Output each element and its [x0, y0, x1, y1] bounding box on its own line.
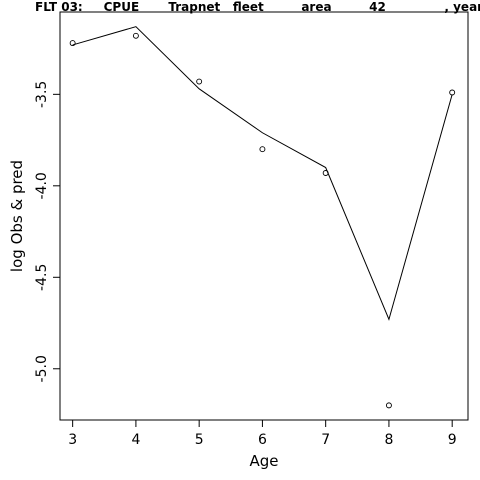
x-tick-label: 5: [195, 432, 204, 448]
observed-point: [449, 89, 456, 96]
observed-point: [259, 146, 266, 153]
y-tick-label: -4.0: [34, 172, 50, 199]
observed-point: [69, 40, 76, 47]
chart-title: FLT 03: CPUE Trapnet fleet area 42 , yea…: [35, 0, 480, 14]
x-axis-label: Age: [249, 452, 278, 470]
x-tick-label: 7: [321, 432, 330, 448]
predicted-line: [72, 26, 453, 321]
x-tick-label: 6: [258, 432, 267, 448]
series-layer: [69, 26, 456, 409]
x-tick-label: 4: [131, 432, 140, 448]
x-tick-label: 3: [68, 432, 77, 448]
observed-point: [196, 78, 203, 85]
y-tick-label: -5.0: [34, 355, 50, 382]
y-tick-label: -3.5: [34, 81, 50, 108]
observed-point: [322, 170, 329, 176]
y-tick-label: -4.5: [34, 264, 50, 291]
observed-point: [385, 402, 392, 409]
y-axis-label: log Obs & pred: [8, 160, 26, 272]
x-tick-label: 8: [384, 432, 393, 448]
x-axis: 3 4 5 6 7 8 9: [68, 420, 457, 448]
y-axis: -3.5 -4.0 -4.5 -5.0: [34, 81, 60, 382]
observed-point: [132, 32, 139, 39]
x-tick-label: 9: [448, 432, 457, 448]
plot-frame: [59, 11, 469, 421]
